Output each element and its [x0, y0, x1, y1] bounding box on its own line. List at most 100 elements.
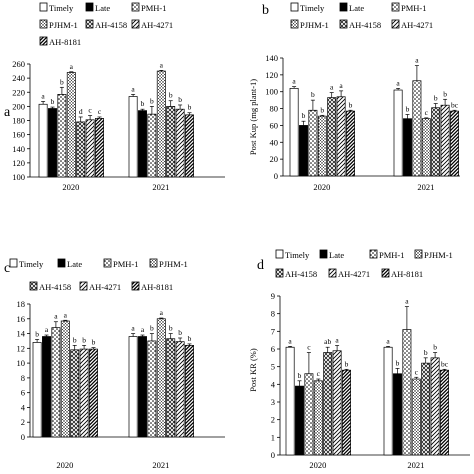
panel-c: c Timely Late PMH-1 PJHM-1 AH-4158 AH-4271 AH-8… [4, 258, 225, 470]
y-tick-label: 0 [21, 432, 25, 442]
y-tick-label: 40 [270, 137, 279, 147]
significance-letter: b [169, 324, 173, 333]
x-tick-label: 2021 [417, 182, 434, 192]
significance-letter: a [330, 83, 334, 92]
bar [440, 369, 449, 456]
y-tick-label: 7 [271, 326, 275, 336]
bar [285, 346, 295, 456]
significance-letter: b [298, 371, 302, 380]
bar [38, 103, 48, 178]
significance-letter: b [150, 96, 154, 105]
significance-letter: b [169, 91, 173, 100]
legend-label: Timely [300, 3, 325, 13]
y-tick-label: 9 [271, 291, 275, 301]
bar [185, 114, 194, 178]
legend-swatch [39, 36, 48, 46]
y-tick-label: 18 [17, 299, 26, 309]
y-tick-label: 0 [271, 450, 275, 460]
legend-label: PMH-1 [141, 3, 167, 13]
bar [323, 352, 333, 456]
legend-swatch [339, 19, 348, 29]
significance-letter: a [335, 335, 339, 344]
bar [342, 369, 351, 456]
y-tick-label: 200 [12, 101, 25, 111]
bar [313, 380, 323, 456]
legend-swatch [275, 249, 284, 259]
significance-letter: c [415, 367, 419, 376]
legend-label: PMH-1 [379, 250, 405, 260]
legend-swatch [290, 19, 299, 29]
bar [138, 110, 147, 178]
bar [128, 96, 138, 178]
bar [128, 336, 138, 438]
bar [166, 338, 176, 438]
y-tick-label: 120 [265, 70, 278, 80]
x-tick-label: 2021 [152, 460, 169, 470]
bar [138, 336, 147, 438]
x-tick-label: 2020 [313, 182, 330, 192]
y-tick-label: 16 [17, 314, 26, 324]
legend-label: Late [95, 3, 110, 13]
significance-letter: b [178, 328, 182, 337]
legend-swatch [131, 19, 140, 29]
bar [346, 110, 355, 177]
bar [308, 109, 318, 177]
significance-letter: b [302, 111, 306, 120]
bar [70, 349, 80, 438]
legend-label: Late [329, 250, 344, 260]
significance-letter: a [396, 78, 400, 87]
y-tick-label: 14 [17, 329, 26, 339]
legend-swatch [328, 268, 337, 278]
significance-letter: a [131, 324, 135, 333]
y-tick-label: 12 [17, 343, 26, 353]
legend-label: Timely [49, 3, 74, 13]
legend-label: AH-4158 [285, 269, 317, 279]
y-tick-label: 4 [21, 402, 26, 412]
legend-swatch [39, 2, 48, 12]
bar [156, 318, 166, 438]
bar [76, 121, 86, 178]
y-tick-label: 1 [271, 432, 275, 442]
y-tick-label: 2 [271, 415, 275, 425]
bar [421, 118, 431, 177]
significance-letter: b [424, 348, 428, 357]
y-axis-title: Post KR (%) [248, 348, 258, 392]
legend-label: AH-8181 [49, 37, 81, 47]
y-tick-label: 3 [271, 397, 275, 407]
y-tick-label: 240 [12, 73, 25, 83]
significance-letter: b [406, 104, 410, 113]
significance-letter: b [35, 329, 39, 338]
bar [51, 327, 61, 438]
legend-label: PJHM-1 [159, 259, 188, 269]
significance-letter: a [45, 325, 49, 334]
panel-label: d [257, 258, 264, 273]
y-tick-label: 6 [271, 344, 275, 354]
legend-label: PMH-1 [401, 3, 427, 13]
bar [48, 108, 57, 178]
bar [421, 362, 431, 456]
bar [383, 346, 393, 456]
legend-swatch [290, 2, 299, 12]
bar [431, 107, 441, 177]
significance-letter: b [443, 89, 447, 98]
legend-swatch [339, 2, 348, 12]
bar [147, 113, 157, 178]
legend-swatch [131, 281, 140, 291]
significance-letter: b [433, 343, 437, 352]
legend-label: AH-8181 [141, 282, 173, 292]
significance-letter: a [54, 312, 58, 321]
y-tick-label: 8 [21, 373, 25, 383]
x-tick-label: 2021 [152, 182, 169, 192]
legend-swatch [391, 19, 400, 29]
bar [317, 115, 327, 177]
legend-label: AH-4271 [141, 20, 173, 30]
significance-letter: b [311, 90, 315, 99]
bar [185, 345, 194, 438]
bar [450, 110, 459, 177]
y-tick-label: 220 [12, 87, 25, 97]
bar [85, 119, 95, 178]
legend-swatch [39, 19, 48, 29]
bar [89, 348, 98, 438]
significance-letter: d [79, 107, 83, 116]
significance-letter: c [317, 369, 321, 378]
